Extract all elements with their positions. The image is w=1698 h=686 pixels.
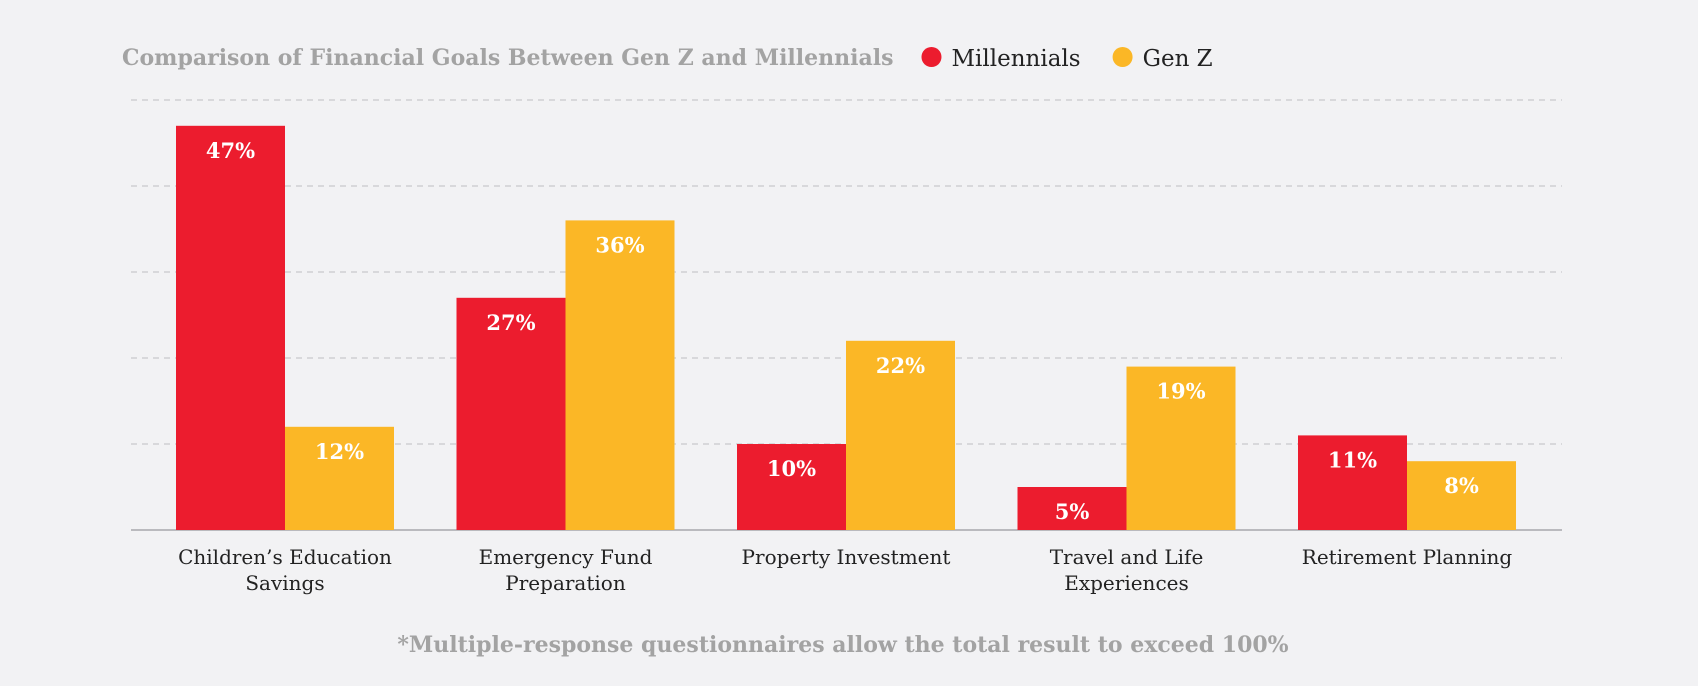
category-label: Savings (245, 571, 324, 595)
data-label: 8% (1444, 473, 1479, 498)
data-label: 10% (767, 456, 816, 481)
data-label: 5% (1055, 499, 1090, 524)
category-label: Preparation (505, 571, 626, 595)
category-label: Retirement Planning (1302, 545, 1513, 569)
category-label: Emergency Fund (479, 545, 653, 569)
category-label: Property Investment (742, 545, 951, 569)
bar-millennials (1017, 487, 1127, 530)
bar-gen-z (565, 220, 675, 530)
chart-title: Comparison of Financial Goals Between Ge… (122, 45, 893, 71)
data-label: 22% (876, 353, 925, 378)
legend: Millennials Gen Z (921, 46, 1213, 72)
category-label: Travel and Life (1050, 545, 1204, 569)
bars (176, 125, 1516, 531)
data-label: 47% (206, 138, 255, 163)
category-label: Children’s Education (178, 545, 392, 569)
legend-label-gen-z: Gen Z (1143, 46, 1213, 72)
data-label: 36% (595, 232, 644, 257)
bar-gen-z (846, 340, 955, 530)
legend-swatch-gen-z (1112, 47, 1133, 67)
bar-gen-z (1126, 366, 1236, 530)
bar-millennials (737, 444, 846, 530)
legend-swatch-millennials (921, 47, 942, 67)
data-label: 27% (486, 310, 535, 335)
bar-millennials (456, 297, 566, 530)
data-label: 19% (1156, 379, 1205, 404)
data-label: 11% (1328, 447, 1377, 472)
legend-label-millennials: Millennials (951, 46, 1080, 72)
value-labels: 47% 12% 27% 36% 10% 22% 5% 19% 11% 8% (206, 138, 1479, 524)
category-label: Experiences (1064, 571, 1189, 595)
bar-millennials (176, 125, 285, 531)
bar-millennials (1298, 435, 1407, 530)
bar-gen-z (285, 426, 394, 530)
footnote: *Multiple-response questionnaires allow … (397, 632, 1288, 658)
bar-gen-z (1407, 461, 1516, 530)
data-label: 12% (315, 439, 364, 464)
